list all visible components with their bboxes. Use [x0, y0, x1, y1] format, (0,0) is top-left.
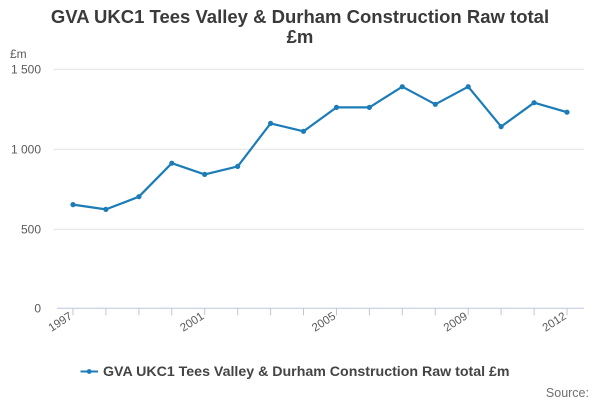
svg-text:£m: £m — [10, 47, 27, 61]
svg-text:2009: 2009 — [442, 310, 470, 334]
svg-text:1 500: 1 500 — [11, 63, 41, 77]
svg-text:500: 500 — [21, 223, 41, 237]
svg-text:0: 0 — [34, 302, 41, 316]
svg-text:GVA UKC1 Tees Valley & Durham: GVA UKC1 Tees Valley & Durham Constructi… — [103, 364, 510, 380]
svg-text:1 000: 1 000 — [11, 143, 41, 157]
svg-text:1997: 1997 — [47, 310, 75, 334]
svg-text:2012: 2012 — [541, 310, 569, 334]
svg-text:2001: 2001 — [178, 310, 206, 334]
svg-text:2005: 2005 — [310, 310, 338, 334]
